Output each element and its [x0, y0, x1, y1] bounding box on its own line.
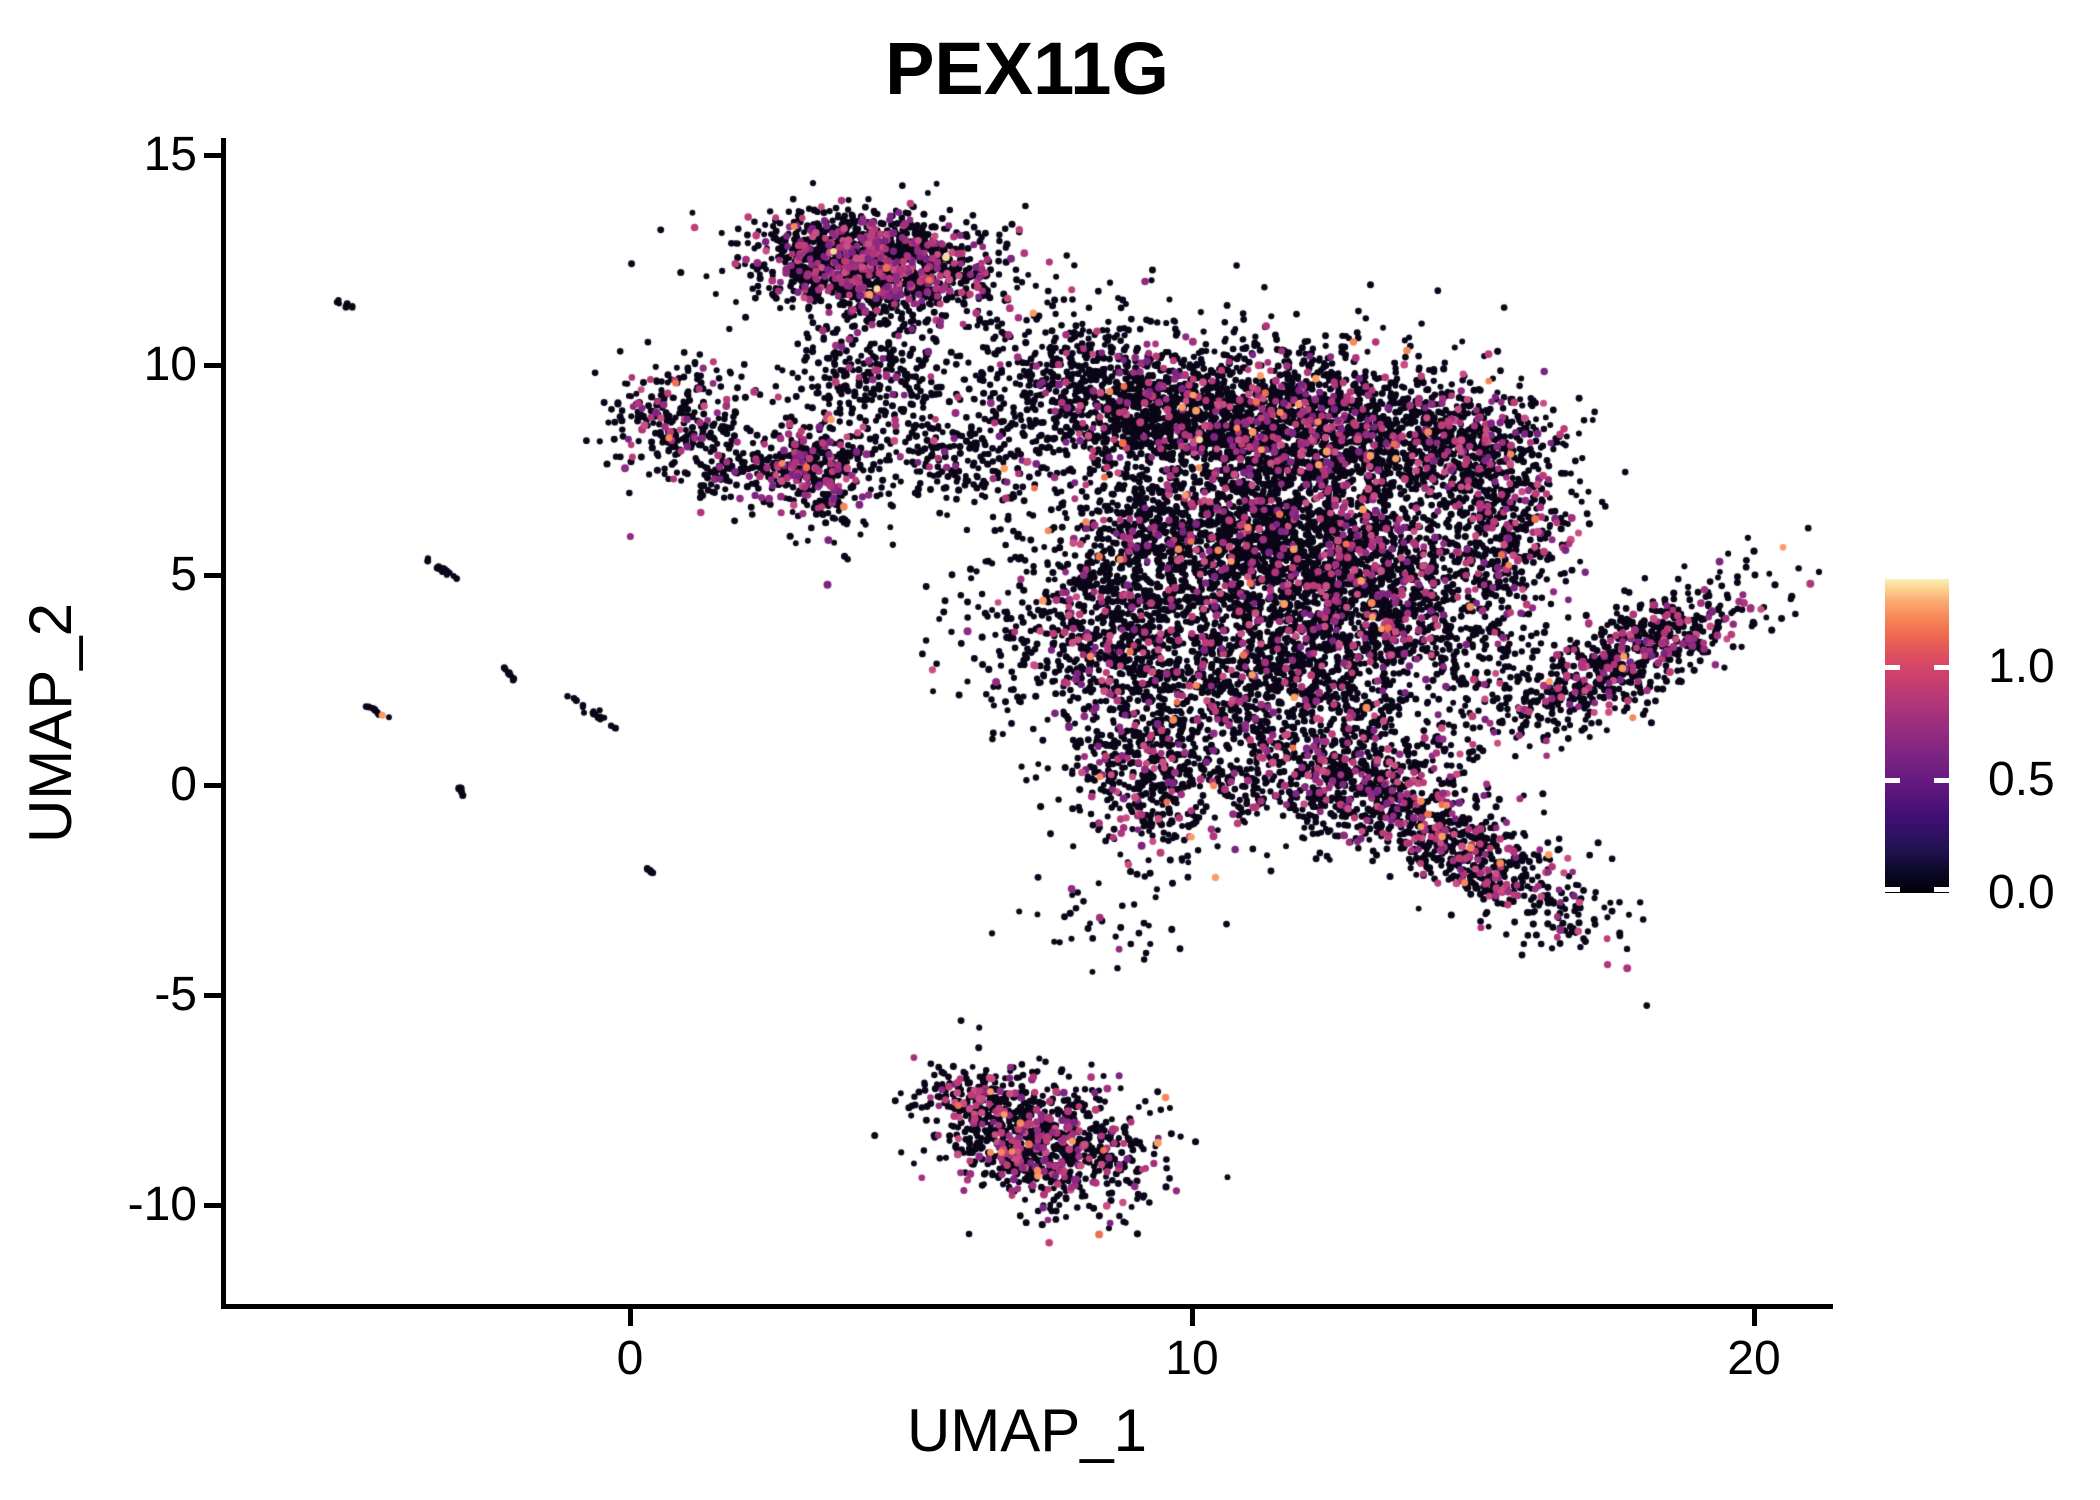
x-tick-mark-0 — [628, 1308, 633, 1326]
colorbar-tick-0.5-left — [1885, 778, 1900, 784]
x-tick-mark-20 — [1752, 1308, 1757, 1326]
y-tick-mark-0 — [204, 783, 222, 788]
x-tick-label-10: 10 — [1165, 1332, 1219, 1385]
colorbar-tick-0.0-left — [1885, 887, 1900, 892]
y-tick-label-15: 15 — [143, 128, 197, 181]
y-tick-label-10: 10 — [143, 338, 197, 391]
colorbar-label-0.5: 0.5 — [1988, 753, 2055, 807]
plot-title: PEX11G — [885, 27, 1169, 110]
y-tick-mark--5 — [204, 993, 222, 998]
y-tick-label--5: -5 — [154, 968, 197, 1021]
colorbar-tick-0.5-right — [1934, 778, 1949, 784]
legend-colorbar — [1885, 579, 1949, 893]
y-tick-mark-10 — [204, 363, 222, 368]
x-tick-label-20: 20 — [1727, 1332, 1781, 1385]
y-axis-title: UMAP_2 — [17, 602, 84, 844]
colorbar-label-1.0: 1.0 — [1988, 640, 2055, 694]
y-tick-mark-15 — [204, 153, 222, 158]
y-tick-mark-5 — [204, 573, 222, 578]
colorbar-label-0.0: 0.0 — [1988, 866, 2055, 919]
colorbar-tick-1.0-left — [1885, 665, 1900, 671]
x-axis-line — [221, 1304, 1833, 1309]
y-axis-line — [221, 138, 226, 1308]
y-tick-mark--10 — [204, 1203, 222, 1208]
x-tick-label-0: 0 — [616, 1332, 644, 1385]
y-tick-label-5: 5 — [170, 548, 197, 601]
colorbar-tick-0.0-right — [1934, 887, 1949, 892]
colorbar-tick-1.0-right — [1934, 665, 1949, 671]
y-tick-label-0: 0 — [170, 758, 197, 811]
x-axis-title: UMAP_1 — [906, 1397, 1148, 1464]
x-tick-mark-10 — [1190, 1308, 1195, 1326]
y-tick-label--10: -10 — [127, 1178, 197, 1231]
